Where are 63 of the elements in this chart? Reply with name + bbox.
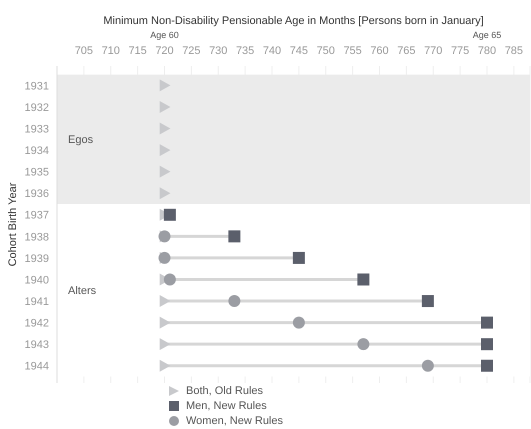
point (160, 360, 170, 372)
y-tick-label: 1935 (24, 166, 49, 179)
x-tick-label: 750 (316, 45, 335, 57)
x-tick-label: 785 (504, 45, 524, 57)
point (481, 316, 493, 329)
point (357, 338, 370, 350)
point (160, 100, 170, 113)
y-tick-label: 1943 (24, 339, 49, 352)
point (160, 144, 170, 156)
point (160, 295, 170, 308)
y-tick-label: 1941 (24, 296, 49, 308)
point (422, 360, 434, 372)
y-tick-label: 1939 (24, 252, 49, 265)
y-tick-label: 1934 (24, 145, 49, 158)
point (422, 295, 434, 308)
chart-title: Minimum Non-Disability Pensionable Age in Months [Persons born in January] (103, 14, 484, 27)
point (164, 273, 176, 286)
point (481, 360, 493, 372)
x-tick-label: 740 (262, 45, 282, 57)
legend-label: Both, Old Rules (186, 384, 264, 396)
x-tick-label: 720 (155, 45, 174, 57)
x-tick-label: 730 (209, 45, 228, 57)
y-tick-label: 1937 (24, 210, 49, 222)
x-tick-label: 765 (397, 45, 416, 57)
text: Age 65 (472, 30, 502, 40)
y-tick-label: 1938 (24, 231, 49, 244)
point (481, 338, 493, 350)
y-tick-label: 1940 (24, 274, 49, 286)
legend-label: Men, New Rules (186, 400, 267, 412)
band-label: Alters (68, 285, 97, 298)
x-tick-label: 715 (128, 45, 147, 57)
legend-label: Women, New Rules (186, 414, 283, 426)
x-tick-label: 710 (102, 45, 120, 57)
x-tick-label: 775 (450, 45, 470, 57)
point (228, 230, 240, 242)
text: Age 60 (150, 30, 179, 40)
point (357, 273, 370, 286)
y-tick-label: 1936 (24, 188, 49, 200)
y-tick-label: 1933 (24, 123, 49, 136)
point (164, 208, 176, 221)
x-tick-label: 735 (236, 45, 254, 57)
x-tick-label: 705 (74, 45, 94, 57)
point (228, 295, 240, 308)
point (160, 187, 170, 200)
point (160, 316, 170, 329)
point (160, 166, 170, 178)
point (160, 79, 170, 92)
x-tick-label: 745 (290, 45, 308, 57)
point (160, 122, 170, 135)
y-tick-label: 1931 (24, 80, 49, 92)
x-tick-label: 760 (370, 45, 389, 57)
band-label: Egos (68, 134, 94, 146)
x-tick-label: 725 (182, 45, 201, 57)
point (292, 316, 305, 329)
y-tick-label: 1932 (24, 102, 49, 114)
x-tick-label: 780 (478, 45, 496, 57)
point (160, 338, 170, 350)
point (292, 252, 305, 264)
y-axis-title: Cohort Birth Year (6, 182, 19, 266)
y-tick-label: 1942 (24, 318, 49, 330)
x-tick-label: 770 (424, 45, 442, 57)
y-tick-label: 1944 (24, 360, 49, 373)
x-tick-label: 755 (343, 45, 362, 57)
